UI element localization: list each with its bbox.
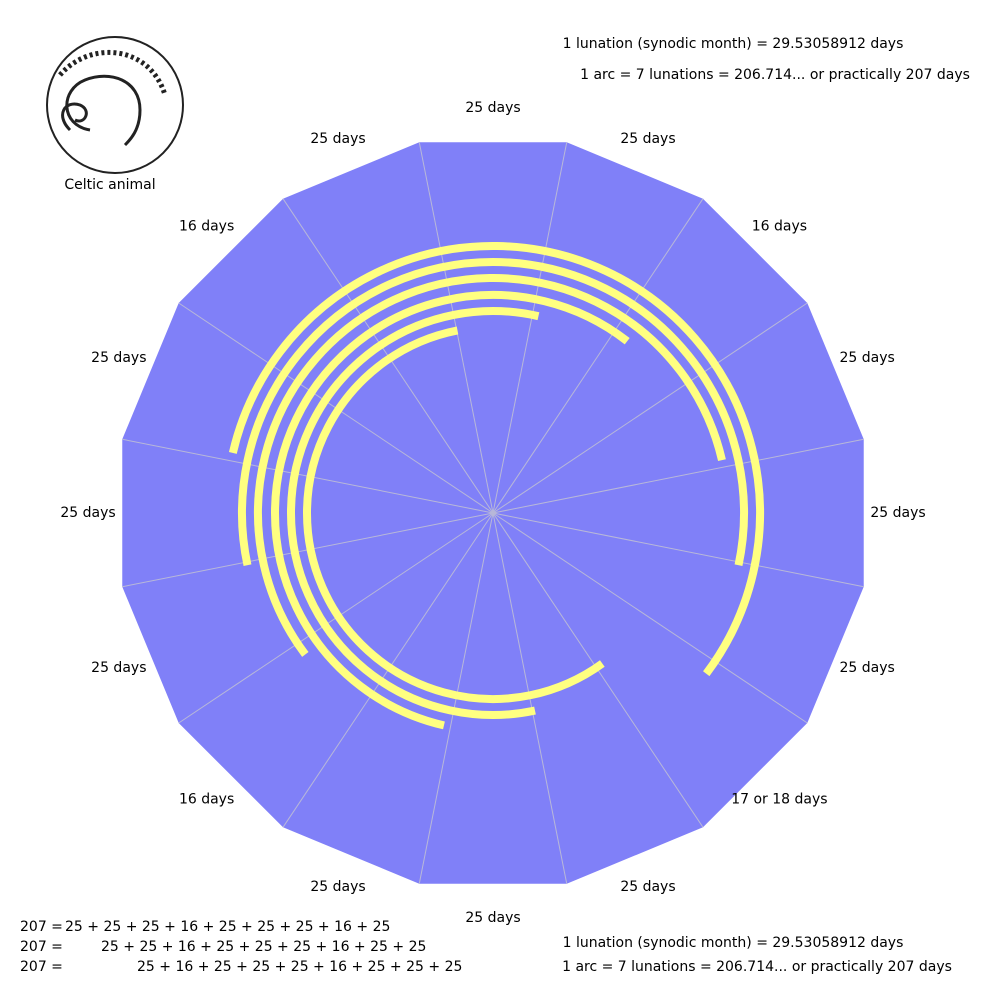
sector-label: 25 days [840, 660, 895, 676]
equation-rhs: 25 + 16 + 25 + 25 + 25 + 16 + 25 + 25 + … [137, 959, 462, 975]
icon-curl [61, 102, 88, 132]
spiral-arc [287, 307, 540, 719]
sector-label: 25 days [91, 350, 146, 366]
footer-line: 1 arc = 7 lunations = 206.714... or prac… [562, 959, 952, 975]
spiral-arc [254, 274, 726, 657]
spiral-arc [228, 242, 764, 677]
spiral-arc [238, 258, 748, 567]
sector-label: 16 days [179, 791, 234, 807]
equation-rhs: 25 + 25 + 25 + 16 + 25 + 25 + 25 + 16 + … [65, 919, 390, 935]
sector-label: 25 days [310, 879, 365, 895]
icon-ring [46, 36, 184, 174]
spiral-arc [271, 291, 630, 730]
sector-divider [492, 438, 864, 514]
sector-divider [492, 512, 864, 588]
sector-divider [492, 512, 808, 724]
sector-divider [492, 198, 704, 514]
sector-label: 16 days [179, 219, 234, 235]
equation-lhs: 207 = [20, 959, 63, 975]
logo-caption: Celtic animal [64, 177, 155, 193]
sector-label: 25 days [91, 660, 146, 676]
sector-label: 25 days [465, 100, 520, 116]
calendar-disk [122, 142, 864, 884]
icon-body [65, 74, 142, 147]
equation-rhs: 25 + 25 + 16 + 25 + 25 + 25 + 16 + 25 + … [101, 939, 426, 955]
equation-lhs: 207 = [20, 939, 63, 955]
sector-label: 25 days [840, 350, 895, 366]
header-line: 1 arc = 7 lunations = 206.714... or prac… [580, 67, 970, 83]
footer-line: 1 lunation (synodic month) = 29.53058912… [563, 935, 904, 951]
icon-mane [58, 50, 168, 96]
sector-label: 17 or 18 days [731, 791, 827, 807]
sector-divider [492, 142, 568, 514]
sector-divider [492, 302, 808, 514]
spiral [228, 242, 764, 730]
sector-label: 25 days [620, 131, 675, 147]
sector-label: 25 days [870, 505, 925, 521]
sector-label: 25 days [310, 131, 365, 147]
celtic-animal-icon [46, 36, 184, 174]
sector-label: 16 days [752, 219, 807, 235]
sector-label: 25 days [60, 505, 115, 521]
spiral-arc [303, 326, 605, 703]
header-line: 1 lunation (synodic month) = 29.53058912… [563, 36, 904, 52]
sector-label: 25 days [620, 879, 675, 895]
equation-lhs: 207 = [20, 919, 63, 935]
sector-label: 25 days [465, 910, 520, 926]
